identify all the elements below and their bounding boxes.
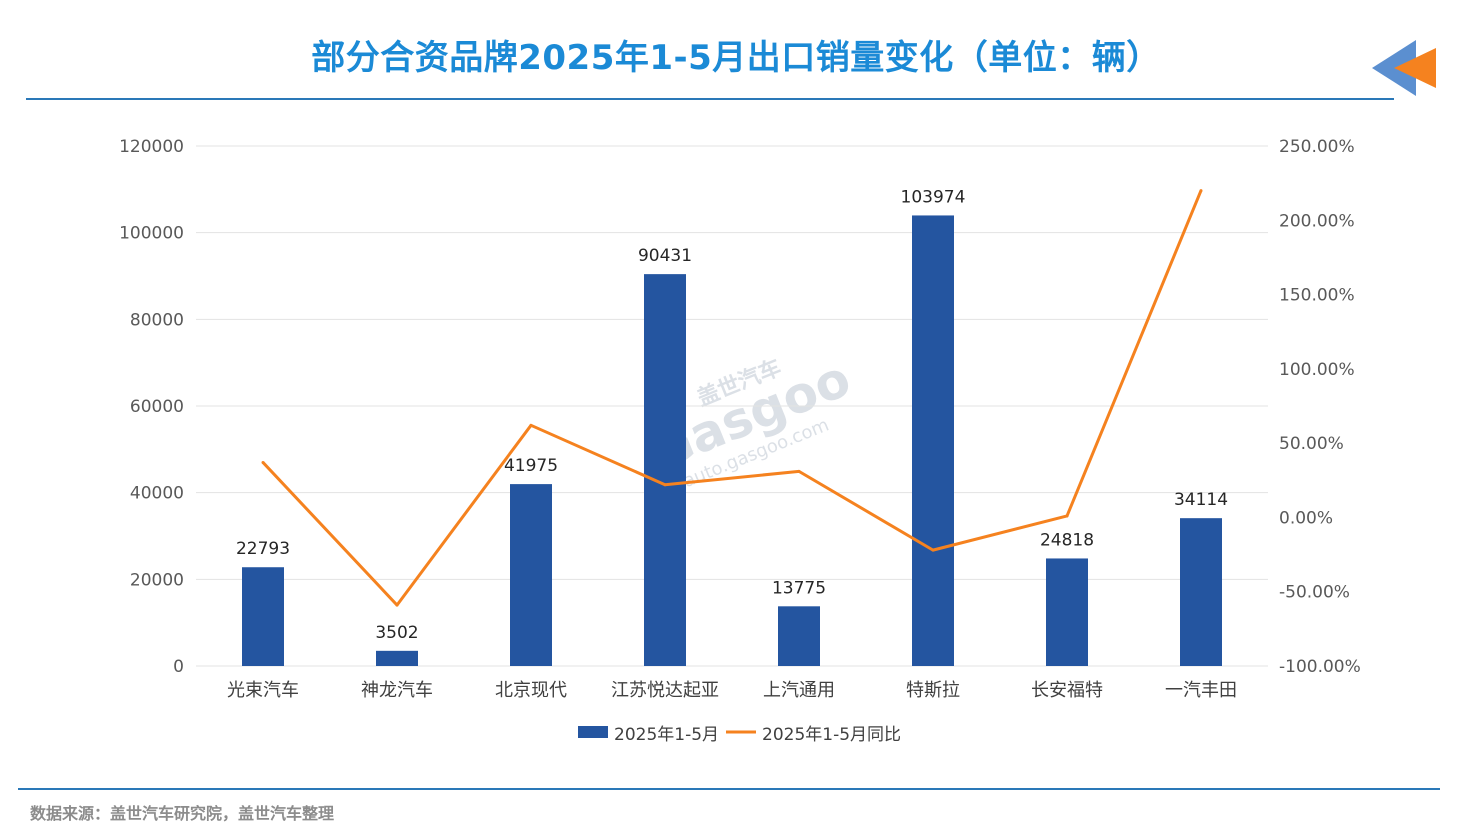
category-label: 上汽通用 [763, 680, 835, 701]
bar-data-label: 41975 [504, 456, 558, 476]
category-label: 北京现代 [495, 680, 567, 701]
bar [1180, 518, 1222, 666]
source-note: 数据来源：盖世汽车研究院，盖世汽车整理 [30, 804, 335, 823]
yoy-point [529, 423, 533, 427]
legend-bar-swatch [578, 726, 608, 738]
left-axis-tick: 0 [173, 657, 184, 677]
yoy-point [663, 483, 667, 487]
right-axis-tick: 100.00% [1279, 360, 1355, 380]
bar-data-label: 90431 [638, 246, 692, 266]
bar [778, 606, 820, 666]
category-label: 一汽丰田 [1165, 680, 1237, 701]
right-axis-tick: 0.00% [1279, 508, 1333, 528]
chart: Gasgoo 盖世汽车 auto.gasgoo.com 020000400006… [119, 137, 1361, 745]
yoy-point [395, 603, 399, 607]
bar-data-label: 24818 [1040, 530, 1094, 550]
bar-data-label: 34114 [1174, 490, 1228, 510]
right-axis-tick: 150.00% [1279, 286, 1355, 306]
bar-data-label: 13775 [772, 578, 826, 598]
footer-divider [18, 788, 1440, 790]
yoy-point [1199, 189, 1203, 193]
right-axis-tick: 250.00% [1279, 137, 1355, 157]
yoy-line [261, 190, 1203, 607]
yoy-point [1065, 514, 1069, 518]
bar-data-label: 22793 [236, 539, 290, 559]
bar [644, 274, 686, 666]
left-axis-tick: 20000 [130, 570, 184, 590]
left-axis-tick: 80000 [130, 310, 184, 330]
legend-line-label: 2025年1-5月同比 [762, 725, 901, 745]
yoy-point [797, 469, 801, 473]
right-axis-tick: -100.00% [1279, 657, 1361, 677]
bar [510, 484, 552, 666]
category-label: 神龙汽车 [361, 680, 433, 701]
category-label: 特斯拉 [906, 680, 960, 701]
yoy-point [261, 460, 265, 464]
left-axis-tick: 120000 [119, 137, 184, 157]
corner-arrow-icon [1372, 40, 1436, 96]
legend: 2025年1-5月 2025年1-5月同比 [578, 725, 901, 745]
right-axis-tick: 50.00% [1279, 434, 1344, 454]
left-axis-tick: 60000 [130, 397, 184, 417]
bar [376, 650, 418, 666]
yoy-point [931, 548, 935, 552]
bar-data-label: 3502 [375, 623, 418, 643]
category-label: 光束汽车 [227, 680, 299, 701]
category-label: 江苏悦达起亚 [611, 680, 719, 701]
right-axis-tick: -50.00% [1279, 583, 1350, 603]
chart-title: 部分合资品牌2025年1-5月出口销量变化（单位：辆） [311, 38, 1161, 78]
legend-bar-label: 2025年1-5月 [614, 725, 719, 745]
bar-data-label: 103974 [901, 187, 966, 207]
right-axis-tick: 200.00% [1279, 211, 1355, 231]
category-label: 长安福特 [1031, 680, 1103, 701]
title-divider [26, 98, 1394, 100]
bar [242, 567, 284, 666]
bar [1046, 558, 1088, 666]
left-axis-tick: 100000 [119, 224, 184, 244]
bar [912, 215, 954, 667]
left-axis-tick: 40000 [130, 484, 184, 504]
